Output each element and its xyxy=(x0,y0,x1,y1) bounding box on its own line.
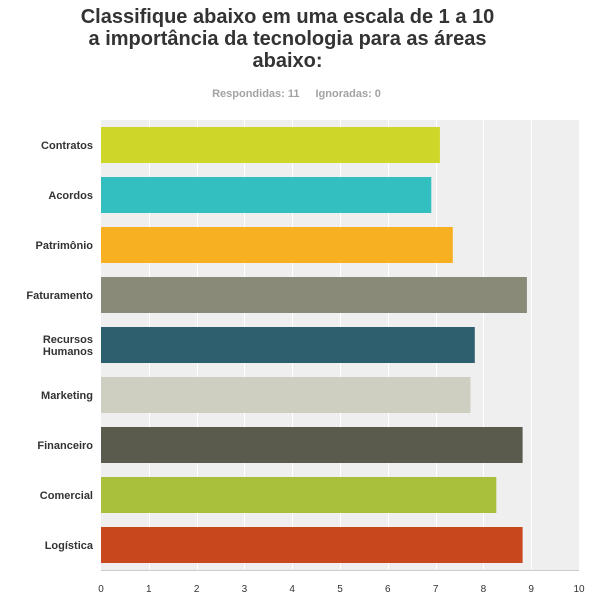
chart-title-line: Classifique abaixo em uma escala de 1 a … xyxy=(80,6,495,28)
bar xyxy=(101,527,523,563)
x-tick-label: 5 xyxy=(337,584,343,595)
x-tick-label: 3 xyxy=(242,584,248,595)
category-label: Marketing xyxy=(41,390,93,402)
category-label: Financeiro xyxy=(37,440,93,452)
x-tick-label: 4 xyxy=(289,584,295,595)
category-label: Acordos xyxy=(48,190,93,202)
chart-title-line: a importância da tecnologia para as área… xyxy=(88,28,487,50)
chart-title-line: abaixo: xyxy=(252,50,323,72)
response-stats: Respondidas: 11 Ignoradas: 0 xyxy=(0,88,593,100)
x-tick-label: 6 xyxy=(385,584,391,595)
bar xyxy=(101,127,440,163)
answered-count: Respondidas: 11 xyxy=(212,88,300,100)
x-tick-label: 7 xyxy=(433,584,439,595)
x-tick-label: 8 xyxy=(481,584,487,595)
x-tick-label: 10 xyxy=(573,584,585,595)
category-label: Faturamento xyxy=(26,290,93,302)
x-tick-label: 0 xyxy=(98,584,104,595)
bar xyxy=(101,477,497,513)
x-tick-label: 9 xyxy=(528,584,534,595)
bar xyxy=(101,177,432,213)
category-label: Humanos xyxy=(43,346,93,358)
bar xyxy=(101,227,453,263)
category-label: Comercial xyxy=(40,490,93,502)
bar xyxy=(101,327,475,363)
x-tick-label: 1 xyxy=(146,584,152,595)
category-label: Recursos xyxy=(43,334,93,346)
bar xyxy=(101,277,527,313)
x-tick-label: 2 xyxy=(194,584,200,595)
category-label: Patrimônio xyxy=(36,240,94,252)
chart-title: Classifique abaixo em uma escala de 1 a … xyxy=(60,6,515,72)
category-label: Contratos xyxy=(41,140,93,152)
bar xyxy=(101,377,471,413)
bar xyxy=(101,427,523,463)
category-label: Logística xyxy=(45,540,94,552)
skipped-count: Ignoradas: 0 xyxy=(315,88,381,100)
